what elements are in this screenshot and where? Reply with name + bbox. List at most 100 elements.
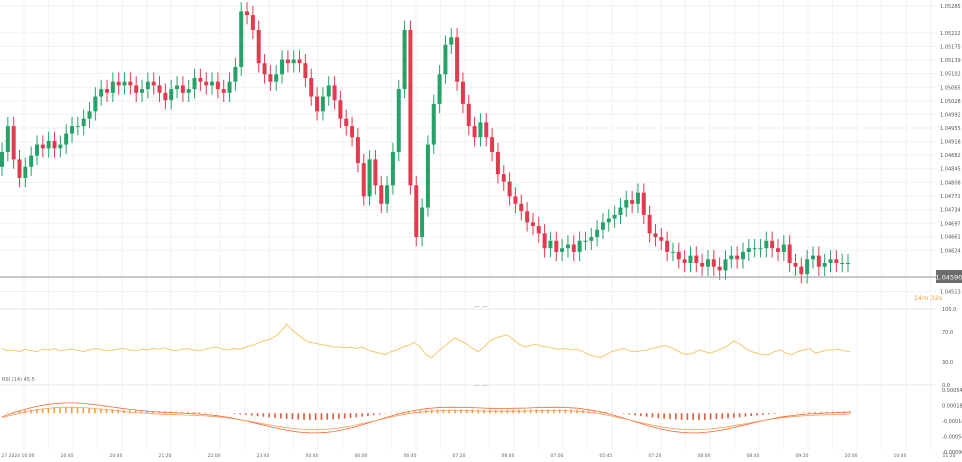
candle-body[interactable]	[23, 166, 28, 178]
candle-body[interactable]	[846, 263, 850, 264]
candle-body[interactable]	[210, 81, 215, 86]
candle-body[interactable]	[75, 126, 80, 128]
candle-body[interactable]	[752, 248, 757, 250]
candle-body[interactable]	[180, 85, 185, 93]
candle-body[interactable]	[29, 155, 34, 167]
candle-body[interactable]	[630, 200, 635, 204]
candle-body[interactable]	[583, 240, 588, 242]
current-price-tag[interactable]	[936, 270, 962, 283]
candle-body[interactable]	[268, 74, 273, 82]
candle-body[interactable]	[460, 81, 465, 104]
candle-body[interactable]	[320, 96, 325, 112]
candle-body[interactable]	[291, 59, 296, 64]
candle-body[interactable]	[711, 259, 716, 267]
candle-body[interactable]	[157, 85, 162, 93]
candle-body[interactable]	[385, 185, 390, 204]
candle-body[interactable]	[781, 244, 786, 252]
candle-body[interactable]	[361, 163, 366, 197]
candle-body[interactable]	[764, 240, 769, 249]
candle-body[interactable]	[396, 89, 401, 152]
candle-body[interactable]	[186, 89, 191, 93]
candle-body[interactable]	[17, 159, 22, 178]
candle-body[interactable]	[274, 74, 279, 82]
candle-body[interactable]	[233, 66, 238, 82]
candle-body[interactable]	[589, 237, 594, 241]
candle-body[interactable]	[571, 244, 576, 252]
candle-body[interactable]	[723, 259, 728, 271]
candle-body[interactable]	[227, 81, 232, 93]
candle-body[interactable]	[367, 159, 372, 197]
candle-body[interactable]	[93, 96, 98, 112]
candle-body[interactable]	[116, 81, 121, 86]
candle-body[interactable]	[151, 81, 156, 86]
candle-body[interactable]	[332, 85, 337, 101]
candle-body[interactable]	[478, 122, 483, 138]
candle-body[interactable]	[501, 174, 506, 182]
candle-body[interactable]	[373, 159, 378, 186]
candle-body[interactable]	[70, 126, 75, 134]
candle-body[interactable]	[770, 240, 775, 249]
candle-body[interactable]	[624, 200, 629, 208]
candle-body[interactable]	[221, 89, 226, 93]
candle-body[interactable]	[140, 89, 145, 93]
candle-body[interactable]	[431, 103, 436, 145]
candle-body[interactable]	[694, 255, 699, 263]
candle-body[interactable]	[455, 37, 460, 82]
candle-body[interactable]	[729, 255, 734, 260]
candle-body[interactable]	[635, 192, 640, 204]
candle-body[interactable]	[11, 126, 16, 160]
candle-body[interactable]	[46, 140, 51, 149]
candle-body[interactable]	[490, 137, 495, 152]
candle-body[interactable]	[87, 111, 92, 119]
candle-body[interactable]	[758, 248, 763, 250]
candle-body[interactable]	[105, 89, 110, 93]
candle-body[interactable]	[577, 240, 582, 252]
candle-body[interactable]	[145, 81, 150, 90]
candle-body[interactable]	[600, 222, 605, 230]
candle-body[interactable]	[659, 237, 664, 241]
pane-resize-handle-macd[interactable]: — —	[474, 382, 488, 389]
candle-body[interactable]	[204, 81, 209, 86]
candle-body[interactable]	[595, 229, 600, 238]
candle-body[interactable]	[793, 263, 798, 267]
candle-body[interactable]	[665, 240, 670, 252]
candle-body[interactable]	[35, 144, 40, 156]
candle-body[interactable]	[309, 78, 314, 97]
candle-body[interactable]	[420, 207, 425, 238]
candle-body[interactable]	[466, 103, 471, 127]
candle-body[interactable]	[449, 37, 454, 45]
candle-body[interactable]	[285, 59, 290, 64]
candle-body[interactable]	[402, 29, 407, 90]
candle-body[interactable]	[134, 85, 139, 93]
candle-body[interactable]	[805, 259, 810, 275]
candle-body[interactable]	[834, 259, 839, 263]
candle-body[interactable]	[198, 78, 203, 82]
candle-body[interactable]	[495, 152, 500, 175]
candle-body[interactable]	[740, 251, 745, 260]
candle-body[interactable]	[297, 59, 302, 64]
candle-body[interactable]	[245, 11, 250, 16]
candle-body[interactable]	[414, 185, 419, 238]
candle-body[interactable]	[472, 126, 477, 138]
candle-body[interactable]	[192, 78, 197, 90]
candle-body[interactable]	[530, 222, 535, 226]
candle-body[interactable]	[554, 240, 559, 252]
candle-body[interactable]	[344, 118, 349, 127]
candle-body[interactable]	[437, 74, 442, 104]
candle-body[interactable]	[810, 255, 815, 260]
candle-body[interactable]	[507, 181, 512, 197]
candle-body[interactable]	[81, 118, 86, 127]
candle-body[interactable]	[682, 259, 687, 263]
candle-body[interactable]	[58, 144, 63, 149]
candle-body[interactable]	[163, 92, 168, 101]
candle-body[interactable]	[280, 59, 285, 75]
candle-body[interactable]	[676, 251, 681, 260]
candle-body[interactable]	[840, 263, 845, 264]
candle-body[interactable]	[175, 85, 180, 90]
candle-body[interactable]	[40, 144, 45, 149]
candle-body[interactable]	[5, 126, 10, 152]
candle-body[interactable]	[775, 248, 780, 252]
candle-body[interactable]	[256, 29, 261, 64]
candle-body[interactable]	[828, 259, 833, 263]
candle-body[interactable]	[315, 96, 320, 112]
